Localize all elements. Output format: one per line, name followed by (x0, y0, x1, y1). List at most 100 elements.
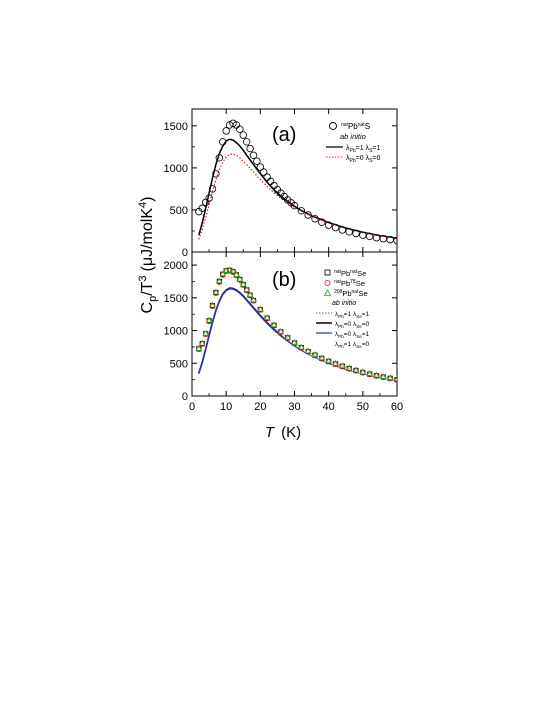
data-point (318, 218, 326, 226)
data-point (205, 194, 213, 202)
legend-b-marker-natPb78Se (324, 279, 331, 286)
data-point (277, 327, 285, 334)
data-point (202, 329, 209, 336)
legend-b-header: ab initio (332, 300, 356, 307)
data-point (352, 366, 360, 373)
data-point (236, 275, 244, 282)
y-tick-label-b: 0 (182, 391, 188, 403)
data-point (284, 333, 291, 340)
data-point (212, 288, 220, 295)
data-point (311, 351, 319, 357)
data-point (311, 215, 319, 223)
data-point (229, 119, 237, 127)
legend-b-label-natPb78Se: natPb78Se (334, 279, 365, 288)
y-tick-label-a: 0 (182, 247, 188, 259)
data-point (365, 232, 374, 241)
legend-a: natPbnatS ab initio λPb=1 λS=1 λPb=0 λS=… (326, 122, 380, 164)
data-point (243, 286, 250, 292)
data-point (345, 364, 353, 371)
legend-a-marker-natPbnatS (329, 122, 337, 130)
data-point (324, 221, 333, 229)
x-tick-label: 40 (323, 401, 335, 413)
data-point (338, 226, 347, 234)
data-point (201, 198, 210, 207)
data-point (219, 270, 227, 277)
data-point (198, 204, 206, 212)
data-point (215, 154, 224, 162)
data-point (216, 277, 223, 284)
data-point (297, 207, 306, 215)
legend-b-label-l2: λPb=0 λSe=0 (335, 321, 370, 329)
data-point (260, 168, 268, 176)
data-point (236, 125, 244, 133)
data-point (386, 374, 394, 381)
data-point (233, 270, 240, 277)
data-point (239, 131, 247, 139)
series-line (198, 287, 397, 382)
legend-b: natPbnatSe natPb78Se 208PbnatSe ab initi… (316, 269, 370, 349)
data-point (380, 373, 387, 379)
panel-label-b: (b) (272, 269, 296, 291)
series-line (198, 153, 397, 240)
x-tick-label: 10 (220, 401, 232, 413)
data-point (304, 211, 312, 219)
data-point (246, 291, 254, 298)
y-tick-label-b: 1500 (164, 293, 188, 305)
y-tick-label-b: 1000 (164, 326, 188, 338)
data-point (253, 157, 261, 165)
data-point (256, 163, 265, 171)
data-layer-a (195, 119, 397, 245)
legend-a-label-natPbnatS: natPbnatS (341, 122, 370, 131)
legend-a-label-l2: λPb=0 λS=0 (346, 155, 380, 164)
data-point (250, 296, 257, 303)
data-point (359, 231, 367, 239)
data-point (219, 138, 227, 146)
legend-b-label-l1: λPb=1 λSe=1 (335, 311, 370, 319)
x-tick-label: 0 (189, 401, 195, 413)
legend-b-marker-natPbnatSe (324, 269, 331, 276)
data-point (263, 173, 271, 181)
data-point (352, 229, 360, 238)
data-point (222, 127, 230, 135)
data-layer-b (195, 266, 397, 383)
legend-a-label-l1: λPb=1 λS=1 (346, 145, 380, 154)
legend-b-label-208PbnatSe: 208PbnatSe (334, 289, 368, 298)
data-point (208, 185, 217, 193)
y-tick-label-a: 1000 (164, 163, 188, 175)
data-point (325, 357, 332, 364)
data-point (270, 321, 278, 328)
panel-b: 0 10 20 30 40 50 60 0 500 1000 1500 2000 (164, 251, 403, 413)
data-point (270, 181, 278, 190)
legend-b-label-l3: λPb=0 λSe=1 (335, 331, 370, 339)
y-axis-label: Cp/T3(μJ/molK4) (137, 197, 159, 314)
x-tick-label: 30 (288, 401, 300, 413)
y-tick-label-a: 1500 (164, 121, 188, 133)
data-point (332, 359, 339, 366)
x-tick-label: 60 (391, 401, 403, 413)
data-point (393, 236, 397, 245)
data-point (393, 375, 397, 382)
data-point (226, 266, 233, 273)
y-tick-label-a: 500 (170, 205, 188, 217)
data-point (212, 170, 220, 178)
data-point (229, 267, 237, 274)
data-point (339, 362, 346, 369)
data-point (195, 344, 203, 351)
legend-a-header: ab initio (340, 132, 366, 141)
data-point (198, 339, 206, 346)
data-point (304, 347, 312, 354)
data-point (242, 138, 251, 146)
data-point (246, 144, 254, 153)
data-point (366, 370, 373, 376)
panel-label-a: (a) (272, 124, 296, 146)
x-axis-label: T (K) (265, 424, 301, 441)
data-point (257, 305, 264, 312)
data-point (318, 354, 326, 361)
data-point (298, 343, 305, 350)
data-point (239, 280, 247, 287)
y-tick-label-b: 500 (170, 358, 188, 370)
data-point (290, 202, 299, 210)
legend-b-marker-208PbnatSe (323, 289, 332, 296)
data-point (263, 314, 271, 320)
